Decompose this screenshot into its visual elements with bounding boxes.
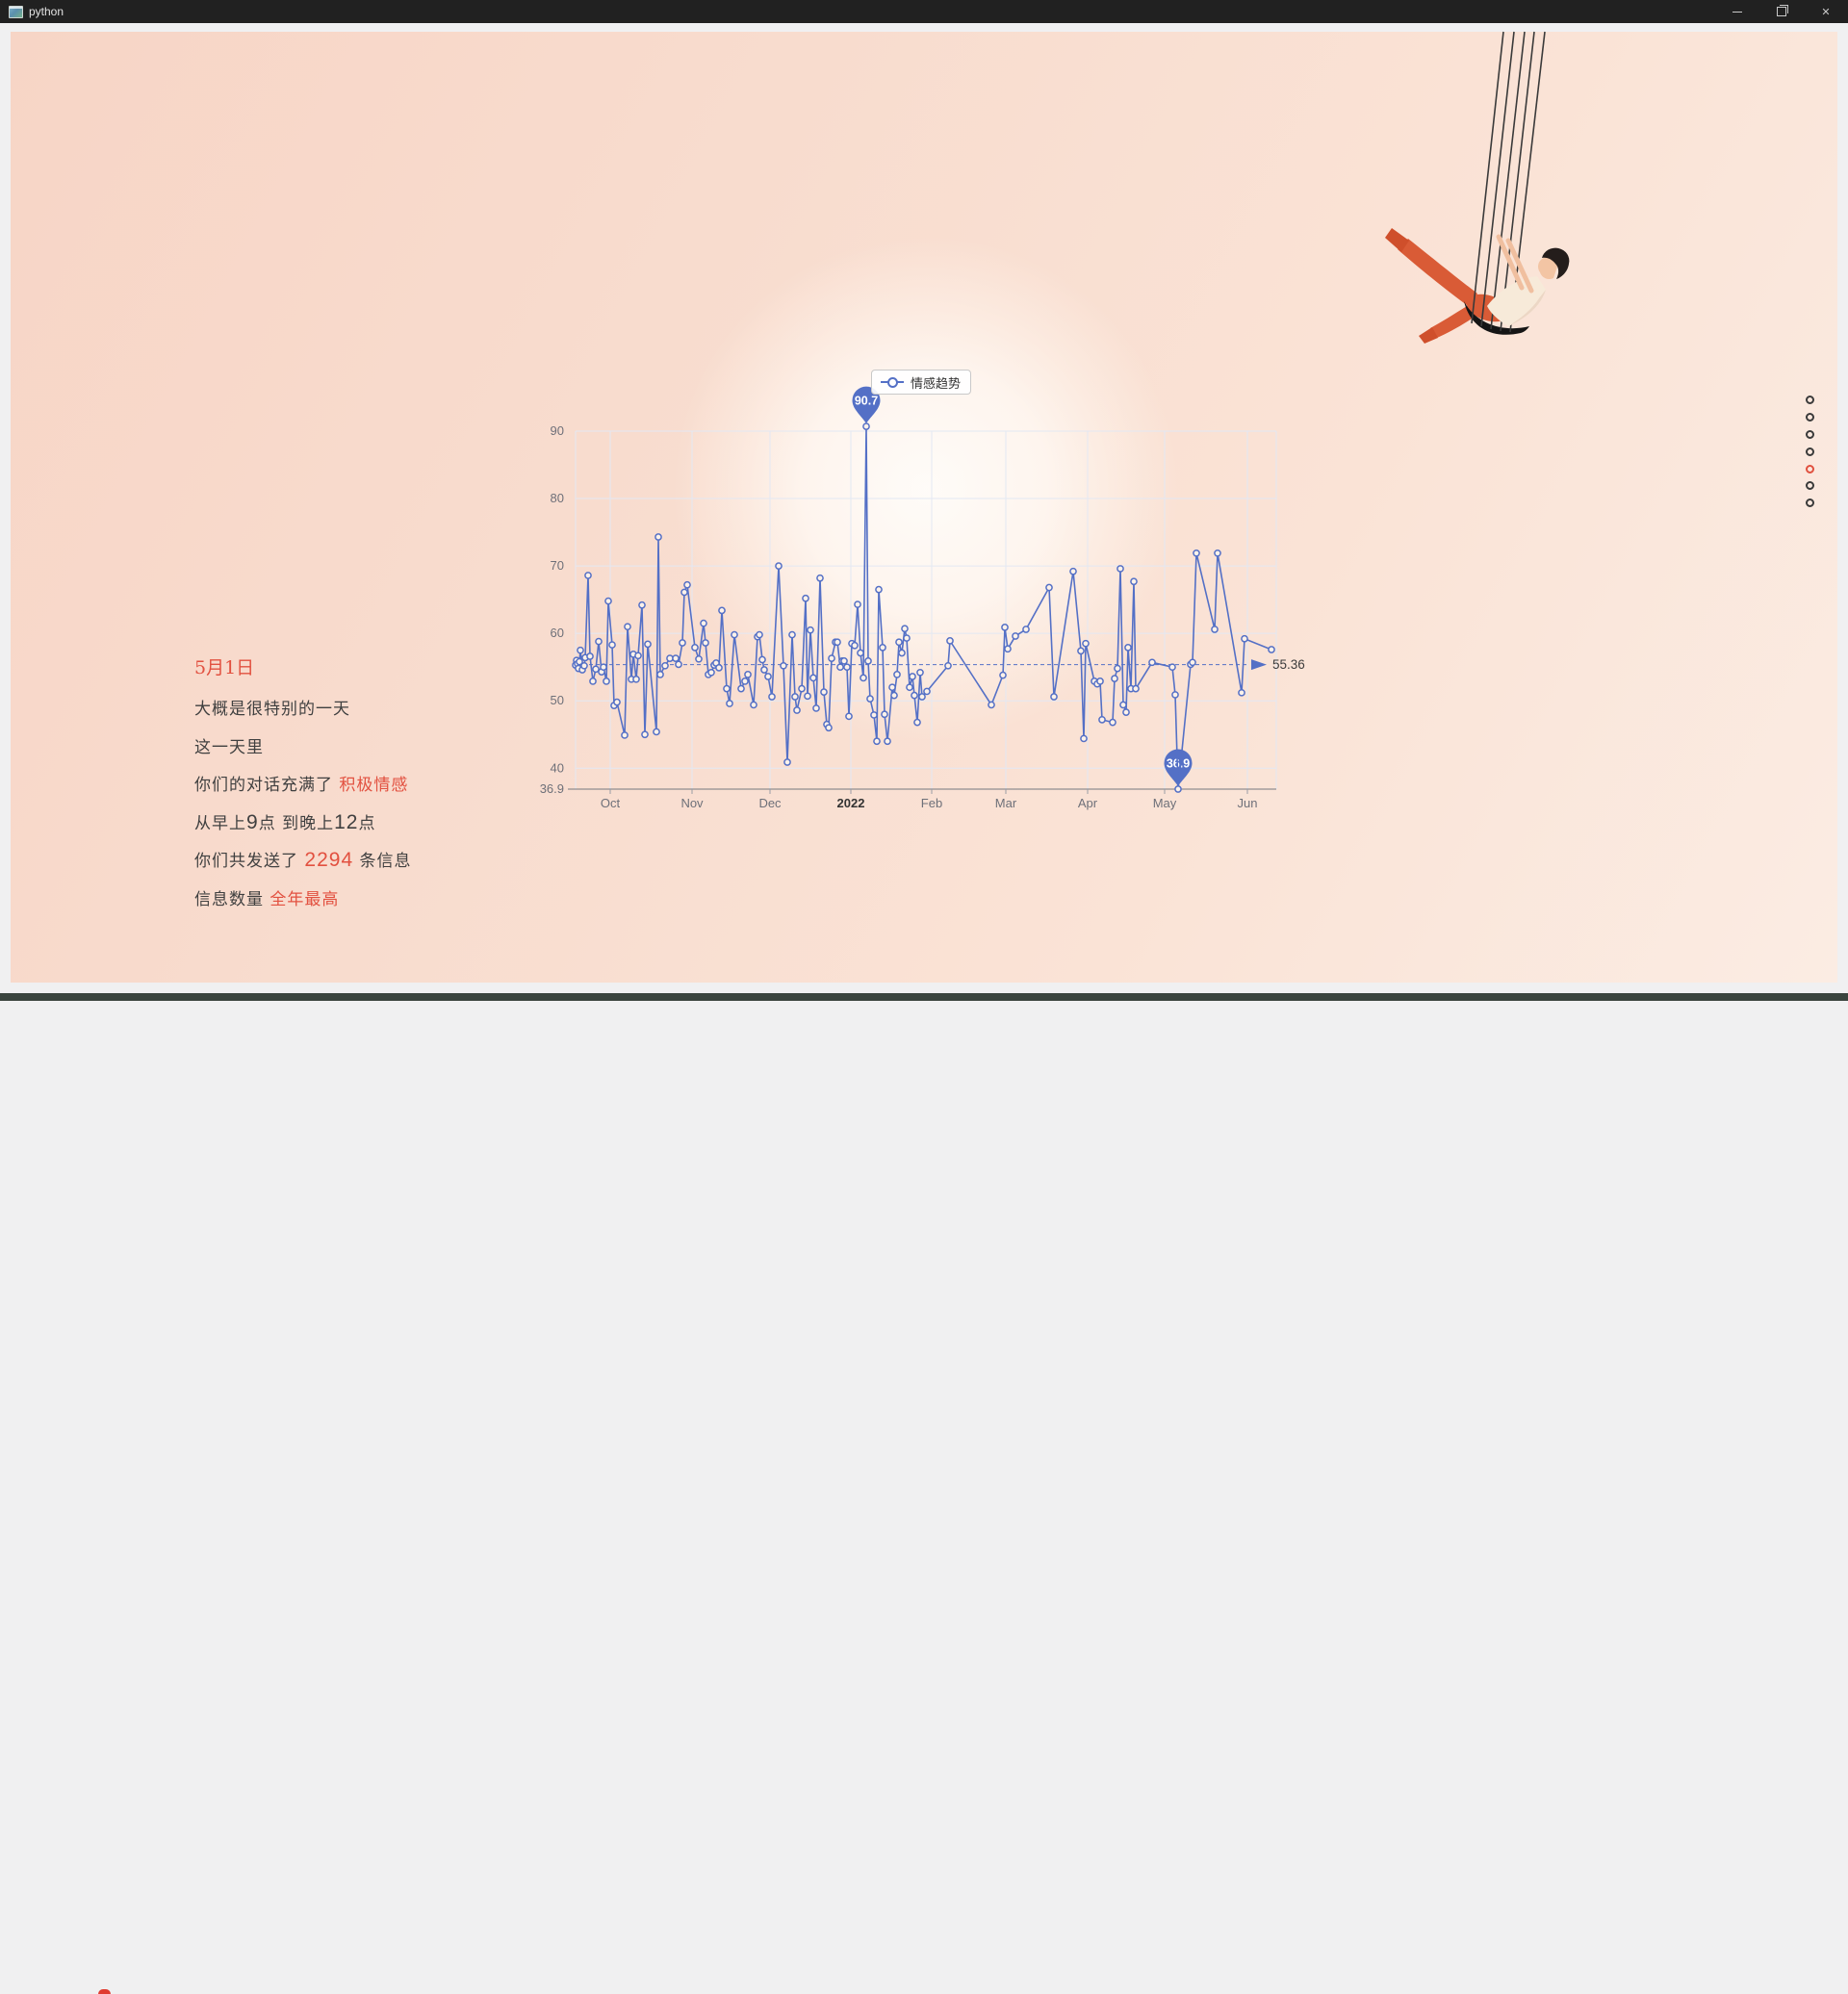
nav-dot-3[interactable] [1806, 429, 1814, 439]
story-line: 大概是很特别的一天 [194, 700, 350, 719]
nav-dot-6[interactable] [1806, 481, 1814, 491]
nav-dot-2[interactable] [1806, 413, 1814, 422]
story-block: 5月1日 大概是很特别的一天 这一天里你们的对话充满了 积极情感从早上9点 到晚上… [194, 653, 412, 923]
story-line: 信息数量 全年最高 [194, 889, 340, 909]
story-line: 这一天里 [194, 737, 264, 757]
app-icon [9, 5, 23, 18]
legend-label: 情感趋势 [911, 375, 962, 391]
minimize-icon [1732, 11, 1742, 13]
chart-legend[interactable]: 情感趋势 [871, 370, 972, 395]
taskbar-icon-peek [98, 1989, 111, 1994]
glow-circle [618, 181, 1234, 797]
story-line: 从早上9点 到晚上12点 [194, 810, 376, 833]
minimize-button[interactable] [1715, 0, 1759, 23]
close-icon: ✕ [1821, 6, 1831, 18]
window-controls: ✕ [1715, 0, 1848, 23]
story-title: 5月1日 [194, 657, 255, 678]
window-bottom-frame [0, 983, 1848, 993]
section-nav [1806, 392, 1814, 511]
restore-icon [1777, 5, 1788, 16]
story-line: 你们的对话充满了 积极情感 [194, 776, 409, 795]
taskbar-edge[interactable] [0, 993, 1848, 1994]
story-line: 你们共发送了 2294 条信息 [194, 849, 412, 871]
nav-dot-1[interactable] [1806, 396, 1814, 405]
nav-dot-7[interactable] [1806, 498, 1814, 508]
titlebar: python ✕ [0, 0, 1848, 23]
restore-button[interactable] [1759, 0, 1804, 23]
close-button[interactable]: ✕ [1804, 0, 1848, 23]
window-title: python [29, 5, 64, 18]
nav-dot-5[interactable] [1806, 464, 1814, 473]
nav-dot-4[interactable] [1806, 447, 1814, 456]
legend-line-icon [881, 377, 904, 388]
